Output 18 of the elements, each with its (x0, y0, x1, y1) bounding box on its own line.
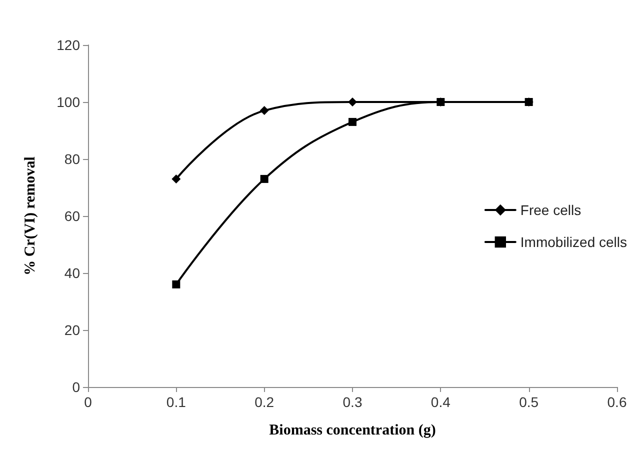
y-axis-title: % Cr(VI) removal (22, 156, 38, 276)
x-axis-title: Biomass concentration (g) (269, 422, 436, 438)
legend-label: Immobilized cells (520, 234, 628, 250)
y-tick-label: 60 (64, 208, 80, 224)
y-tick-label: 120 (56, 37, 80, 53)
x-tick-label: 0.2 (254, 394, 274, 410)
legend-label: Free cells (520, 202, 582, 218)
x-tick-label: 0.3 (342, 394, 362, 410)
x-tick-label: 0.1 (166, 394, 186, 410)
x-tick-label: 0.4 (430, 394, 451, 410)
y-tick-label: 80 (64, 151, 80, 167)
x-tick-label: 0.6 (607, 394, 627, 410)
y-tick-label: 0 (72, 379, 80, 395)
x-tick-label: 0.5 (519, 394, 539, 410)
x-tick-label: 0 (84, 394, 92, 410)
y-tick-label: 100 (56, 94, 80, 110)
y-tick-label: 20 (64, 322, 80, 338)
y-tick-label: 40 (64, 265, 80, 281)
